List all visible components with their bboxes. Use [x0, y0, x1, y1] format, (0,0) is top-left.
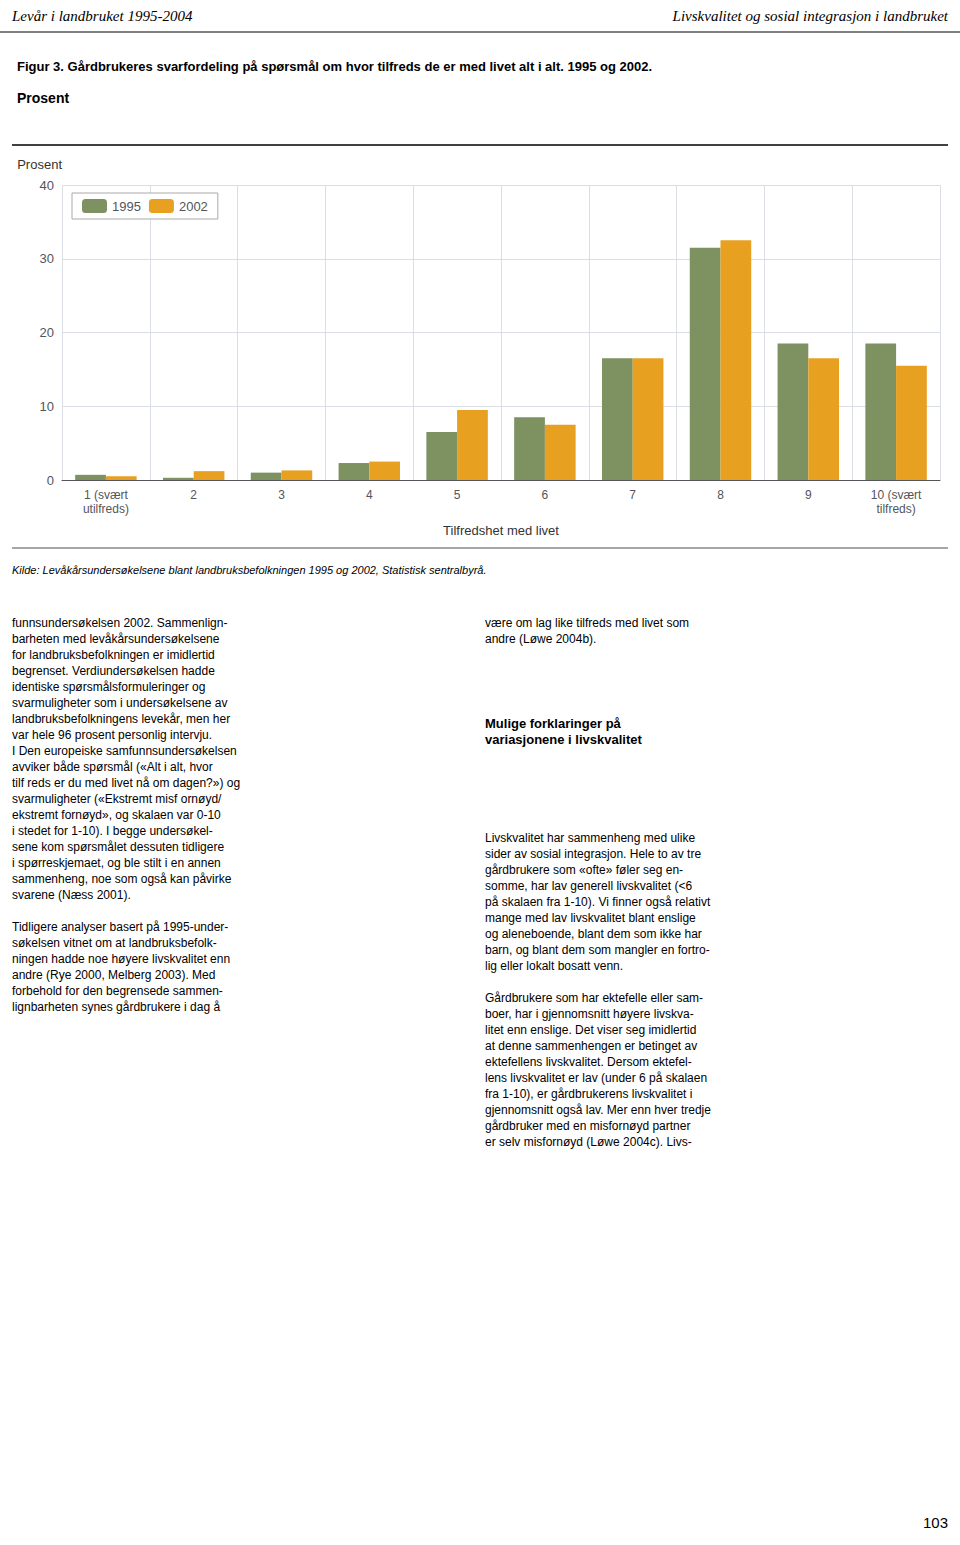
svg-text:8: 8	[717, 488, 724, 502]
svg-text:søkelsen vitnet om at landbruk: søkelsen vitnet om at landbruksbefolk-	[12, 936, 217, 950]
svg-text:2002: 2002	[179, 199, 208, 214]
svg-text:Livskvalitet har sammenheng me: Livskvalitet har sammenheng med ulike	[485, 831, 695, 845]
svg-text:7: 7	[629, 488, 636, 502]
svg-text:ekstremt fornøyd», og skalaen: ekstremt fornøyd», og skalaen var 0-10	[12, 808, 221, 822]
svg-text:1995: 1995	[112, 199, 141, 214]
svg-text:ningen hadde noe høyere livskv: ningen hadde noe høyere livskvalitet enn	[12, 952, 230, 966]
svg-text:sider av sosial integrasjon. H: sider av sosial integrasjon. Hele to av …	[485, 847, 701, 861]
svg-text:gjennomsnitt også lav. Mer enn: gjennomsnitt også lav. Mer enn hver tred…	[485, 1103, 711, 1117]
svg-text:Tidligere analyser basert på 1: Tidligere analyser basert på 1995-under-	[12, 920, 228, 934]
svg-text:og aleneboende, blant dem som: og aleneboende, blant dem som ikke har	[485, 927, 702, 941]
svg-text:1 (svært: 1 (svært	[84, 488, 129, 502]
svg-text:være om lag like tilfreds med: være om lag like tilfreds med livet som	[485, 616, 689, 630]
svg-text:I Den europeiske samfunnsunder: I Den europeiske samfunnsundersøkelsen	[12, 744, 237, 758]
svg-text:Tilfredshet med livet: Tilfredshet med livet	[443, 523, 559, 538]
svg-text:i spørreskjemaet, og ble stilt: i spørreskjemaet, og ble stilt i en anne…	[12, 856, 221, 870]
svg-text:Livskvalitet og sosial integra: Livskvalitet og sosial integrasjon i lan…	[672, 8, 949, 24]
svg-text:somme, har lav generell livskv: somme, har lav generell livskvalitet (<6	[485, 879, 692, 893]
svg-text:ektefellens livskvalitet. Ders: ektefellens livskvalitet. Dersom ektefel…	[485, 1055, 692, 1069]
svg-text:forbehold for den begrensede s: forbehold for den begrensede sammen-	[12, 984, 223, 998]
svg-text:boer, har i gjennomsnitt høyer: boer, har i gjennomsnitt høyere livskva-	[485, 1007, 694, 1021]
svg-text:begrenset. Verdiundersøkelsen: begrenset. Verdiundersøkelsen hadde	[12, 664, 215, 678]
svg-text:Figur 3. Gårdbrukeres svarford: Figur 3. Gårdbrukeres svarfordeling på s…	[17, 59, 652, 74]
svg-text:Gårdbrukere som har ektefelle: Gårdbrukere som har ektefelle eller sam-	[485, 991, 703, 1005]
svg-text:lig eller lokalt bosatt venn.: lig eller lokalt bosatt venn.	[485, 959, 623, 973]
svg-text:barn, og blant dem som mangler: barn, og blant dem som mangler en fortro…	[485, 943, 710, 957]
svg-text:2: 2	[190, 488, 197, 502]
svg-text:barheten med levåkårsundersøke: barheten med levåkårsundersøkelsene	[12, 632, 220, 646]
svg-text:utilfreds): utilfreds)	[83, 502, 129, 516]
svg-text:for landbruksbefolkningen er i: for landbruksbefolkningen er imidlertid	[12, 648, 215, 662]
svg-text:lignbarheten synes gårdbrukere: lignbarheten synes gårdbrukere i dag å	[12, 1000, 220, 1014]
svg-text:Prosent: Prosent	[17, 90, 69, 106]
svg-text:funnsundersøkelsen 2002. Samme: funnsundersøkelsen 2002. Sammenlign-	[12, 616, 227, 630]
svg-text:identiske spørsmålsformulering: identiske spørsmålsformuleringer og	[12, 680, 205, 694]
svg-text:lens livskvalitet er lav (unde: lens livskvalitet er lav (under 6 på ska…	[485, 1071, 707, 1085]
svg-text:tilf reds er du med livet nå o: tilf reds er du med livet nå om dagen?»)…	[12, 776, 240, 790]
svg-text:sammenheng, noe som også kan p: sammenheng, noe som også kan påvirke	[12, 872, 232, 886]
svg-text:i stedet for 1-10). I begge un: i stedet for 1-10). I begge undersøkel-	[12, 824, 213, 838]
svg-text:Kilde: Levåkårsundersøkelsene: Kilde: Levåkårsundersøkelsene blant land…	[12, 564, 487, 576]
svg-text:3: 3	[278, 488, 285, 502]
svg-text:andre (Rye 2000, Melberg 2003): andre (Rye 2000, Melberg 2003). Med	[12, 968, 215, 982]
svg-text:Prosent: Prosent	[17, 157, 62, 172]
svg-text:40: 40	[40, 178, 54, 193]
svg-text:tilfreds): tilfreds)	[876, 502, 915, 516]
svg-text:gårdbruker med en misfornøyd p: gårdbruker med en misfornøyd partner	[485, 1119, 690, 1133]
svg-text:10: 10	[40, 399, 54, 414]
svg-text:4: 4	[366, 488, 373, 502]
svg-text:20: 20	[40, 325, 54, 340]
svg-text:30: 30	[40, 251, 54, 266]
svg-text:svarene (Næss 2001).: svarene (Næss 2001).	[12, 888, 131, 902]
svg-text:litet enn enslige. Det viser s: litet enn enslige. Det viser seg imidler…	[485, 1023, 696, 1037]
svg-text:landbruksbefolkningens levekår: landbruksbefolkningens levekår, men her	[12, 712, 230, 726]
svg-text:er selv misfornøyd (Løwe 2004c: er selv misfornøyd (Løwe 2004c). Livs-	[485, 1135, 692, 1149]
svg-text:variasjonene i livskvalitet: variasjonene i livskvalitet	[485, 732, 642, 747]
svg-text:svarmuligheter som i undersøke: svarmuligheter som i undersøkelsene av	[12, 696, 227, 710]
svg-text:at denne sammenhengen er betin: at denne sammenhengen er betinget av	[485, 1039, 697, 1053]
svg-text:103: 103	[923, 1514, 948, 1531]
svg-text:0: 0	[47, 473, 54, 488]
svg-text:Levår i landbruket 1995-2004: Levår i landbruket 1995-2004	[11, 8, 193, 24]
svg-text:på skalaen fra 1-10). Vi finne: på skalaen fra 1-10). Vi finner også rel…	[485, 895, 711, 909]
svg-text:10 (svært: 10 (svært	[871, 488, 922, 502]
svg-text:6: 6	[542, 488, 549, 502]
svg-text:mange med lav livskvalitet bla: mange med lav livskvalitet blant enslige	[485, 911, 696, 925]
svg-text:Mulige forklaringer på: Mulige forklaringer på	[485, 716, 622, 731]
svg-text:andre (Løwe 2004b).: andre (Løwe 2004b).	[485, 632, 596, 646]
svg-text:gårdbrukere som «ofte» føler s: gårdbrukere som «ofte» føler seg en-	[485, 863, 683, 877]
svg-text:9: 9	[805, 488, 812, 502]
svg-text:fra 1-10), er gårdbrukerens li: fra 1-10), er gårdbrukerens livskvalitet…	[485, 1087, 692, 1101]
svg-text:5: 5	[454, 488, 461, 502]
svg-text:sene kom spørsmålet dessuten t: sene kom spørsmålet dessuten tidligere	[12, 840, 224, 854]
svg-text:avviker både spørsmål («Alt i: avviker både spørsmål («Alt i alt, hvor	[12, 760, 213, 774]
svg-text:var hele 96 prosent personlig: var hele 96 prosent personlig intervju.	[12, 728, 212, 742]
svg-text:svarmuligheter («Ekstremt misf: svarmuligheter («Ekstremt misf ornøyd/	[12, 792, 222, 806]
